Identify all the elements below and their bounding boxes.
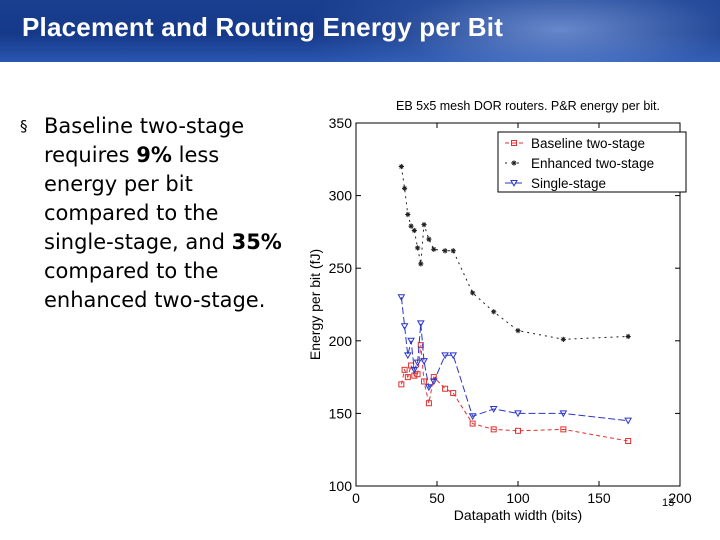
series-line-0 (400, 345, 629, 442)
data-point-series-2 (397, 294, 406, 302)
data-point-series-1 (402, 185, 408, 191)
legend-box (497, 131, 687, 193)
data-point-series-1 (426, 236, 432, 242)
data-point-series-1 (408, 223, 414, 229)
legend-marker (511, 140, 517, 146)
data-point-series-2 (468, 413, 477, 421)
data-point-series-0 (442, 385, 449, 392)
data-point-series-2 (489, 406, 498, 413)
data-point-series-1 (414, 245, 421, 251)
series-line-1 (400, 166, 629, 340)
data-point-series-0 (425, 400, 432, 407)
data-point-series-0 (625, 437, 632, 444)
data-point-series-2 (441, 352, 449, 360)
bullet-highlight-9pct: 9% (136, 143, 172, 167)
data-point-series-2 (403, 352, 412, 360)
data-point-series-0 (398, 381, 405, 388)
data-point-series-1 (442, 248, 448, 254)
data-point-series-2 (416, 320, 425, 328)
data-point-series-2 (407, 337, 415, 345)
legend-marker (510, 180, 518, 187)
x-tick-label: 0 (352, 490, 360, 506)
data-point-series-0 (515, 427, 521, 434)
x-tick-label: 100 (506, 490, 530, 506)
data-point-series-1 (625, 333, 631, 340)
y-tick-label: 300 (329, 188, 353, 204)
data-point-series-0 (417, 342, 424, 349)
legend-label: Single-stage (531, 176, 606, 191)
data-point-series-0 (404, 374, 411, 381)
legend-label: Baseline two-stage (531, 136, 645, 151)
title-bar: Placement and Routing Energy per Bit (0, 0, 720, 62)
bullet-part: Baseline two-stage requires (44, 114, 245, 167)
data-point-series-0 (560, 426, 567, 433)
data-point-series-2 (514, 410, 522, 418)
legend-label: Enhanced two-stage (531, 156, 654, 171)
data-point-series-0 (430, 374, 437, 381)
data-point-series-1 (560, 336, 566, 342)
data-point-series-2 (429, 378, 438, 386)
y-tick-label: 100 (329, 478, 353, 494)
bullet-point: § Baseline two-stage requires 9% less en… (20, 112, 294, 315)
chart: EB 5x5 mesh DOR routers. P&R energy per … (300, 90, 720, 530)
data-point-series-1 (450, 248, 456, 254)
data-point-series-2 (449, 352, 458, 360)
x-tick-label: 150 (587, 490, 611, 506)
data-point-series-2 (413, 359, 422, 367)
data-point-series-0 (450, 390, 457, 397)
data-point-series-2 (425, 384, 433, 392)
data-point-series-1 (418, 261, 424, 267)
energy-chart-svg: EB 5x5 mesh DOR routers. P&R energy per … (307, 99, 692, 523)
legend-marker (511, 160, 517, 166)
y-tick-label: 150 (329, 405, 353, 421)
bullet-text: Baseline two-stage requires 9% less ener… (44, 112, 294, 315)
y-tick-label: 250 (329, 260, 353, 276)
data-point-series-0 (408, 362, 415, 369)
data-point-series-0 (414, 371, 421, 378)
data-point-series-2 (410, 366, 419, 374)
data-point-series-0 (490, 426, 497, 433)
y-axis-label: Energy per bit (fJ) (307, 249, 323, 360)
data-point-series-0 (469, 420, 476, 427)
chart-title: EB 5x5 mesh DOR routers. P&R energy per … (396, 99, 660, 113)
bullet-part: compared to the enhanced two-stage. (44, 259, 266, 312)
bullet-marker-icon: § (20, 117, 28, 135)
x-tick-label: 50 (429, 490, 445, 506)
data-point-series-1 (411, 227, 417, 234)
data-point-series-1 (491, 309, 497, 315)
data-point-series-1 (515, 328, 521, 334)
bullet-highlight-35pct: 35% (231, 230, 282, 254)
page-number: 13 (662, 497, 675, 509)
data-point-series-0 (421, 378, 428, 385)
data-point-series-1 (421, 222, 427, 228)
data-point-series-1 (431, 246, 437, 252)
data-point-series-2 (420, 358, 428, 365)
data-point-series-2 (624, 417, 633, 425)
data-point-series-2 (559, 410, 568, 418)
data-point-series-2 (400, 323, 409, 331)
x-axis-label: Datapath width (bits) (454, 507, 582, 523)
x-tick-label: 200 (668, 490, 692, 506)
slide-title: Placement and Routing Energy per Bit (22, 12, 504, 42)
y-tick-label: 350 (329, 115, 353, 131)
series-line-2 (400, 297, 629, 422)
y-tick-label: 200 (329, 333, 353, 349)
data-point-series-1 (398, 163, 404, 170)
bullet-part: less energy per bit compared to the sing… (44, 143, 232, 254)
data-point-series-1 (405, 211, 411, 218)
data-point-series-1 (470, 290, 476, 296)
data-point-series-0 (401, 366, 408, 373)
